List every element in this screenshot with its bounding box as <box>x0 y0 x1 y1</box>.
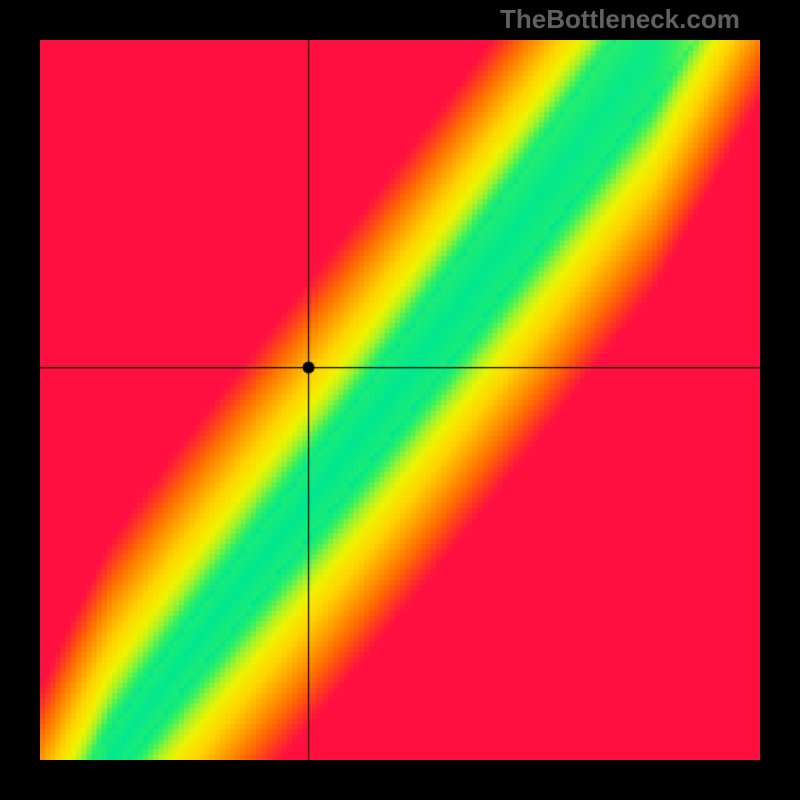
crosshair-overlay <box>0 0 800 800</box>
chart-container: TheBottleneck.com <box>0 0 800 800</box>
watermark-text: TheBottleneck.com <box>500 4 740 35</box>
